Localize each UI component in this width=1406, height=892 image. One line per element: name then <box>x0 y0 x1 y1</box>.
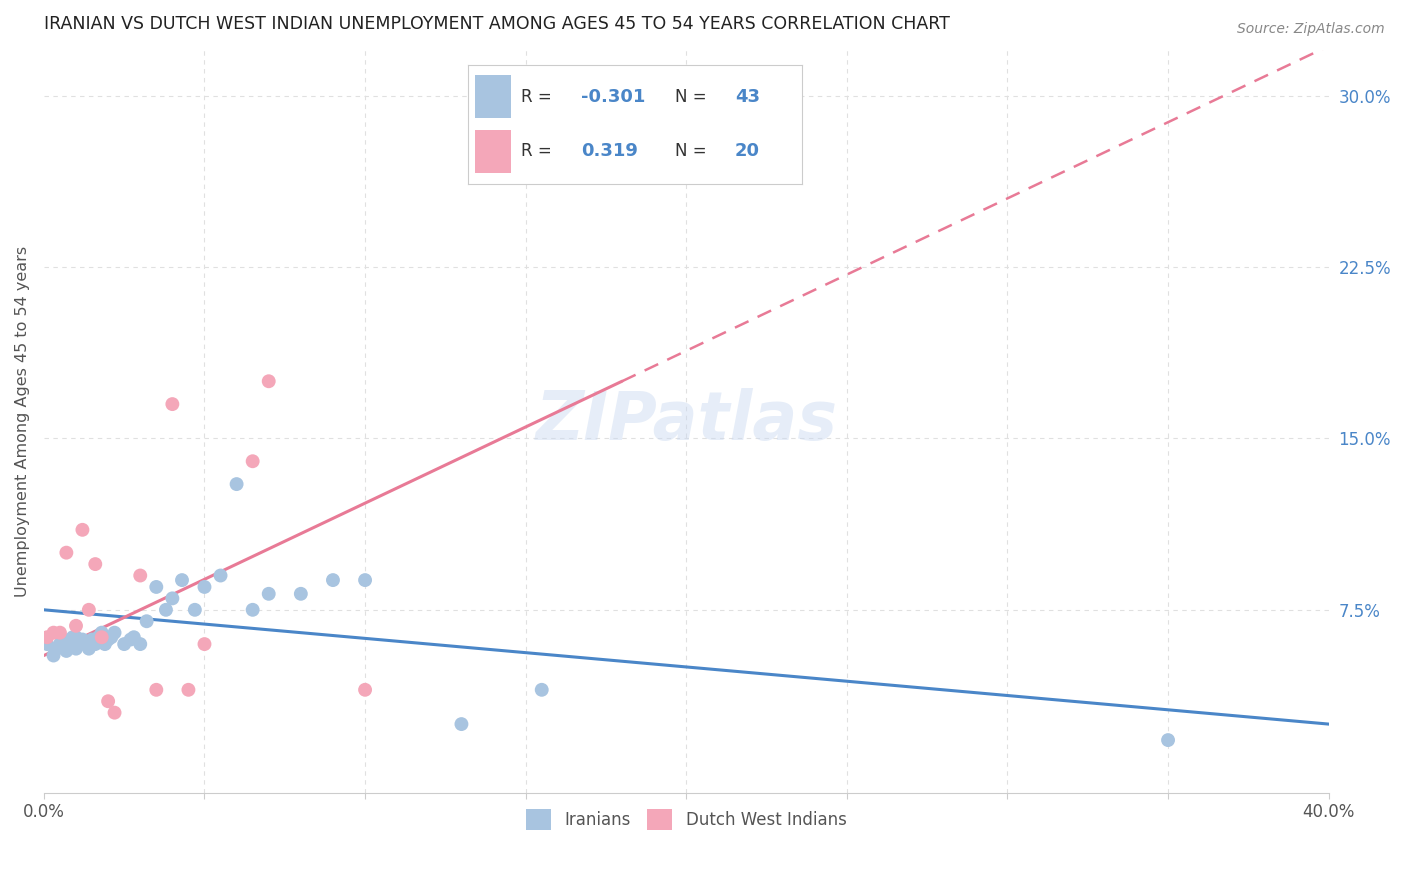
Point <box>72 632 94 647</box>
Point <box>354 682 377 697</box>
Point <box>290 587 312 601</box>
Y-axis label: Unemployment Among Ages 45 to 54 years: Unemployment Among Ages 45 to 54 years <box>15 245 30 597</box>
Point <box>65 641 87 656</box>
Point <box>35 630 58 644</box>
Point <box>193 637 215 651</box>
Point <box>97 632 120 647</box>
Point <box>257 374 280 388</box>
Point <box>135 614 157 628</box>
Text: IRANIAN VS DUTCH WEST INDIAN UNEMPLOYMENT AMONG AGES 45 TO 54 YEARS CORRELATION : IRANIAN VS DUTCH WEST INDIAN UNEMPLOYMEN… <box>44 15 950 33</box>
Point <box>72 523 94 537</box>
Point <box>87 630 110 644</box>
Point <box>162 397 184 411</box>
Point <box>58 637 80 651</box>
Point <box>90 625 112 640</box>
Point <box>65 630 87 644</box>
Point <box>193 580 215 594</box>
Point <box>84 637 107 651</box>
Point <box>49 625 72 640</box>
Point <box>112 637 135 651</box>
Point <box>184 603 207 617</box>
Point <box>120 632 142 647</box>
Point <box>177 682 200 697</box>
Point <box>155 603 177 617</box>
Point <box>75 637 97 651</box>
Point <box>225 477 247 491</box>
Point <box>1157 733 1180 747</box>
Point <box>100 630 122 644</box>
Point <box>450 717 472 731</box>
Point <box>242 454 264 468</box>
Point <box>322 573 344 587</box>
Point <box>49 637 72 651</box>
Point <box>65 619 87 633</box>
Point <box>55 644 77 658</box>
Point <box>170 573 193 587</box>
Point <box>103 706 125 720</box>
Legend: Iranians, Dutch West Indians: Iranians, Dutch West Indians <box>519 803 853 837</box>
Point <box>209 568 232 582</box>
Point <box>90 630 112 644</box>
Point <box>77 603 100 617</box>
Point <box>77 641 100 656</box>
Point <box>129 568 152 582</box>
Point <box>257 587 280 601</box>
Point <box>122 630 145 644</box>
Text: ZIPatlas: ZIPatlas <box>536 388 837 454</box>
Point <box>162 591 184 606</box>
Point <box>145 580 167 594</box>
Point <box>55 546 77 560</box>
Point <box>145 682 167 697</box>
Point <box>242 603 264 617</box>
Point <box>97 694 120 708</box>
Text: Source: ZipAtlas.com: Source: ZipAtlas.com <box>1237 22 1385 37</box>
Point <box>610 145 633 160</box>
Point <box>129 637 152 651</box>
Point <box>52 632 75 647</box>
Point <box>62 630 84 644</box>
Point <box>67 637 90 651</box>
Point <box>42 625 65 640</box>
Point <box>35 637 58 651</box>
Point <box>354 573 377 587</box>
Point <box>84 557 107 571</box>
Point <box>94 637 117 651</box>
Point <box>103 625 125 640</box>
Point <box>45 641 67 656</box>
Point <box>42 648 65 663</box>
Point <box>80 632 103 647</box>
Point <box>530 682 553 697</box>
